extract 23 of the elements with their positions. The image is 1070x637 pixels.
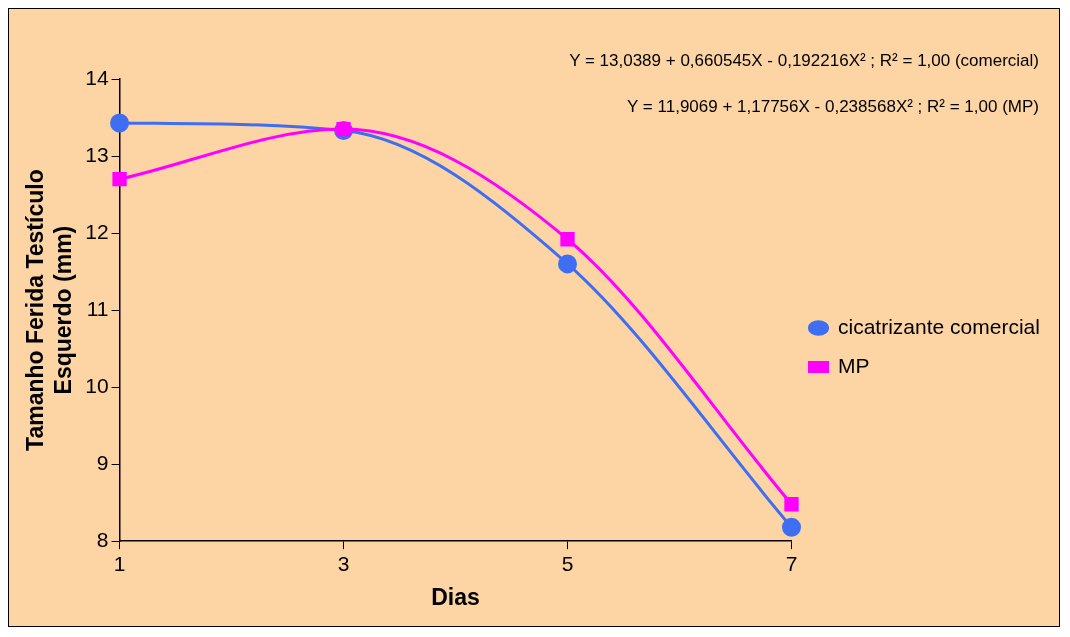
y-tick-label: 9 (96, 450, 109, 474)
point (558, 254, 578, 274)
y-tick-label: 10 (85, 373, 109, 397)
point (560, 232, 575, 247)
annotation: Y = 11,9069 + 1,17756X - 0,238568X² ; R² = 1,00 (MP) (627, 96, 1039, 116)
legend-label: MP (838, 353, 870, 377)
x-tick-label: 5 (561, 551, 574, 575)
legend-label: cicatrizante comercial (838, 314, 1040, 338)
y-tick-label: 13 (85, 142, 109, 166)
y-axis-title: Tamanho Ferida Testículo Esquerdo (mm) (22, 169, 76, 451)
x-axis-title: Dias (431, 583, 480, 610)
x-tick-label: 1 (113, 551, 126, 575)
x-tick-label: 3 (337, 551, 350, 575)
y-tick-label: 12 (85, 219, 109, 243)
point (784, 497, 799, 512)
text: Y = 13,0389 + 0,660545X - 0,192216X² ; R² = 1,00 (comercial) (569, 50, 1039, 70)
y-tick-label: 8 (96, 528, 109, 551)
y-tick-label: 11 (86, 296, 109, 320)
point (110, 113, 130, 133)
x-tick-label: 7 (785, 551, 798, 575)
point (782, 517, 801, 537)
point (112, 171, 127, 187)
y-tick-label: 14 (85, 65, 109, 89)
